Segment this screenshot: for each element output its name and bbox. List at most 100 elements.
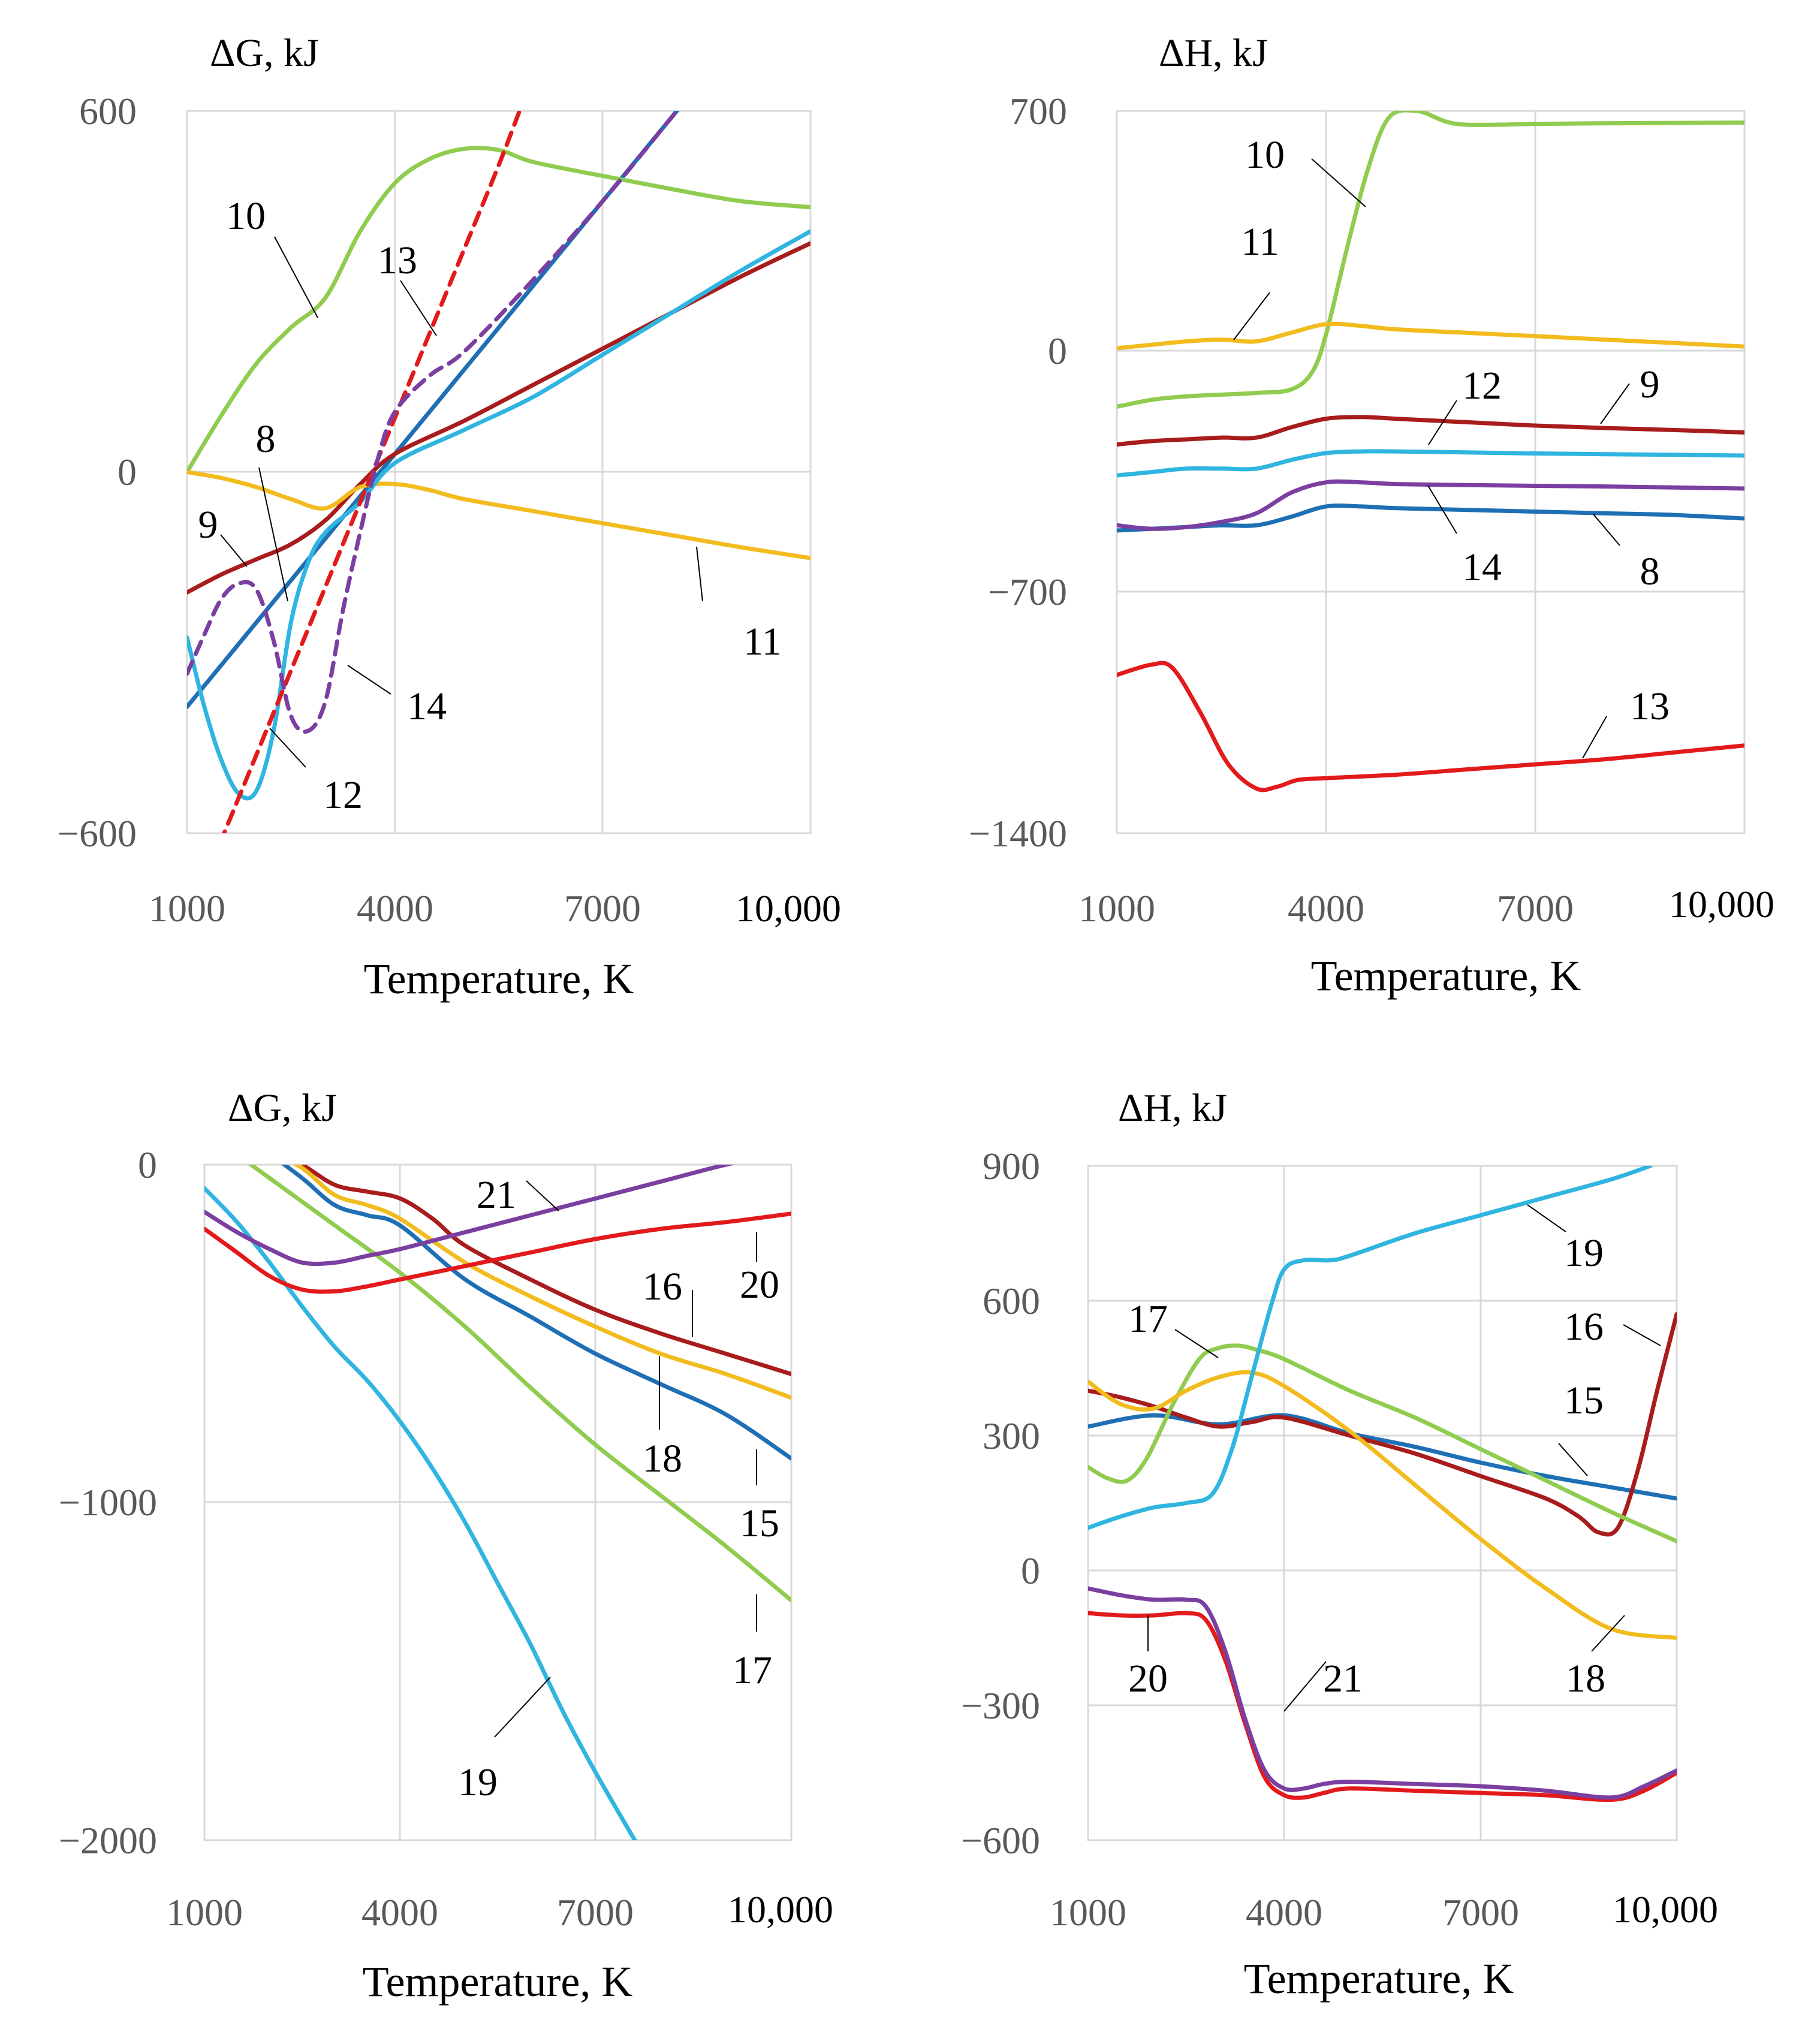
curve-label-14: 14	[1427, 485, 1502, 589]
curve-label-17: 17	[1128, 1297, 1219, 1358]
leader-line	[1591, 1615, 1625, 1652]
leader-line	[1283, 1661, 1327, 1712]
curve-label-21: 21	[1283, 1657, 1363, 1712]
plot-frame	[1116, 110, 1746, 834]
curve-label-8: 8	[1593, 514, 1660, 593]
series-line-21	[204, 1165, 736, 1267]
series-line-13	[1117, 661, 1744, 792]
x-tick-label: 4000	[357, 887, 433, 930]
series-line-18	[292, 1165, 791, 1400]
y-ticks: 600 0 −600	[58, 90, 137, 855]
series-line-20	[1088, 1611, 1677, 1802]
y-tick-label: −2000	[59, 1819, 157, 1862]
series-line-9	[187, 241, 810, 595]
curve-labels: 10 11 12 9 14 8	[1233, 133, 1670, 759]
curve-label-text: 16	[1564, 1305, 1604, 1349]
x-tick-label: 10,000	[728, 1888, 833, 1931]
y-tick-label: −300	[961, 1684, 1040, 1727]
leader-line	[274, 236, 318, 318]
series-line-16	[1088, 1312, 1677, 1537]
curve-label-text: 12	[1462, 364, 1502, 408]
curve-label-text: 14	[1462, 545, 1502, 589]
x-tick-label: 4000	[1246, 1891, 1322, 1934]
curve-labels: 19 17 16 15 20 21	[1128, 1204, 1661, 1712]
y-tick-label: 700	[1010, 90, 1067, 132]
series-line-11	[1117, 321, 1744, 351]
series-layer	[1117, 111, 1744, 792]
x-tick-label: 7000	[1497, 887, 1574, 930]
leader-line	[1427, 485, 1457, 534]
curve-label-text: 20	[1128, 1657, 1168, 1701]
curve-label-16: 16	[1564, 1305, 1661, 1349]
y-ticks: 700 0 −700 −1400	[969, 90, 1067, 855]
x-tick-label: 7000	[557, 1891, 634, 1934]
x-tick-label: 4000	[1288, 887, 1364, 930]
curve-label-text: 10	[1245, 133, 1285, 177]
leader-line	[1311, 158, 1366, 207]
x-tick-label: 1000	[1078, 887, 1155, 930]
series-line-16	[297, 1165, 791, 1376]
series-line-17	[1088, 1343, 1677, 1543]
leader-line	[1558, 1443, 1588, 1476]
leader-line	[1233, 292, 1270, 340]
series-line-14	[1117, 479, 1744, 531]
series-line-10	[187, 146, 810, 474]
series-line-9	[1117, 415, 1744, 447]
curve-label-text: 15	[1564, 1379, 1604, 1422]
series-line-13	[222, 111, 522, 833]
curve-label-text: 11	[1241, 220, 1279, 264]
curve-label-text: 13	[378, 239, 417, 282]
curve-label-8: 8	[256, 417, 288, 602]
y-tick-label: 0	[1021, 1549, 1040, 1592]
leader-line	[1428, 400, 1457, 445]
curve-label-text: 9	[198, 503, 218, 547]
y-tick-label: −1400	[969, 812, 1067, 855]
curve-label-19: 19	[1527, 1204, 1604, 1275]
panel-title: ΔH, kJ	[1118, 1086, 1227, 1130]
curve-label-9: 9	[1600, 363, 1660, 424]
x-ticks: 1000 4000 7000 10,000	[1078, 883, 1774, 930]
y-tick-label: −600	[58, 812, 137, 855]
plot-frame	[1087, 1165, 1678, 1841]
series-line-18	[1088, 1370, 1677, 1640]
curve-label-text: 21	[477, 1173, 516, 1217]
y-tick-label: 300	[983, 1415, 1040, 1457]
panel-title: ΔG, kJ	[210, 31, 319, 75]
series-layer	[204, 1165, 791, 1840]
curve-label-text: 10	[226, 194, 266, 238]
curve-label-text: 18	[643, 1437, 682, 1481]
x-axis-label: Temperature, K	[363, 1958, 633, 2006]
curve-label-18: 18	[643, 1356, 682, 1481]
curve-label-17: 17	[733, 1594, 772, 1692]
series-line-8	[187, 111, 680, 709]
curve-label-text: 12	[323, 773, 363, 817]
y-tick-label: 0	[1048, 330, 1067, 372]
curve-label-18: 18	[1566, 1615, 1625, 1701]
curve-label-text: 19	[1564, 1231, 1604, 1275]
curve-label-text: 20	[740, 1263, 779, 1307]
series-line-11	[187, 470, 810, 560]
x-axis-label: Temperature, K	[1311, 952, 1581, 1000]
curve-label-12: 12	[1428, 364, 1502, 445]
curve-label-13: 13	[1582, 685, 1670, 759]
series-line-19	[1088, 1166, 1653, 1530]
curve-label-text: 8	[256, 417, 276, 461]
leader-line	[269, 728, 306, 768]
x-ticks: 1000 4000 7000 10,000	[149, 887, 841, 930]
x-tick-label: 4000	[361, 1891, 438, 1934]
grid-and-frame	[1116, 110, 1746, 834]
x-tick-label: 10,000	[1669, 883, 1774, 925]
curve-label-text: 19	[458, 1760, 498, 1804]
x-ticks: 1000 4000 7000 10,000	[1050, 1888, 1718, 1934]
curve-label-20: 20	[740, 1232, 779, 1307]
curve-label-19: 19	[458, 1677, 551, 1804]
leader-line	[400, 280, 437, 336]
curve-label-text: 17	[733, 1648, 772, 1692]
x-tick-label: 1000	[1050, 1891, 1126, 1934]
grid-and-frame	[1087, 1165, 1678, 1841]
leader-line	[1582, 716, 1607, 759]
series-line-20	[204, 1211, 791, 1294]
x-tick-label: 1000	[149, 887, 225, 930]
curve-label-text: 9	[1640, 363, 1660, 406]
